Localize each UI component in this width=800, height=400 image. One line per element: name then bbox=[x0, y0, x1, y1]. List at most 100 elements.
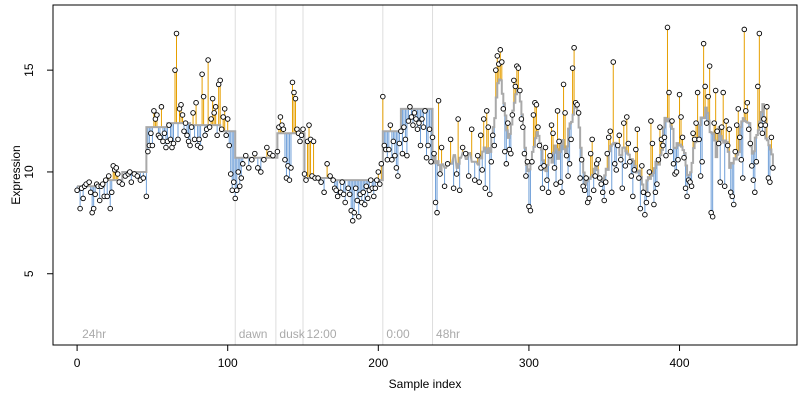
data-point bbox=[612, 161, 618, 167]
data-point bbox=[224, 116, 231, 122]
data-point bbox=[702, 83, 708, 90]
data-point bbox=[649, 140, 656, 147]
data-point bbox=[301, 171, 308, 177]
data-point bbox=[752, 189, 758, 196]
data-point bbox=[533, 102, 540, 108]
data-point bbox=[416, 120, 422, 126]
data-point bbox=[330, 177, 336, 183]
data-point bbox=[340, 191, 347, 198]
data-point bbox=[182, 120, 189, 126]
data-point bbox=[425, 142, 431, 149]
data-point bbox=[209, 95, 216, 102]
data-point bbox=[640, 189, 647, 196]
data-point bbox=[438, 144, 445, 151]
data-point bbox=[455, 116, 461, 122]
data-point bbox=[227, 171, 234, 177]
data-point bbox=[590, 187, 597, 194]
data-point bbox=[286, 177, 293, 183]
data-point bbox=[615, 142, 621, 149]
data-point bbox=[105, 173, 112, 179]
data-point bbox=[554, 108, 561, 114]
data-point bbox=[511, 77, 517, 84]
data-point bbox=[178, 102, 184, 108]
data-point bbox=[645, 191, 651, 198]
data-point bbox=[667, 148, 674, 155]
data-point bbox=[474, 152, 481, 159]
data-point bbox=[220, 114, 226, 120]
x-tick-label: 300 bbox=[519, 356, 539, 370]
data-point bbox=[675, 156, 681, 163]
data-point bbox=[354, 197, 360, 204]
data-point bbox=[306, 122, 312, 128]
data-point bbox=[691, 136, 698, 143]
data-point bbox=[292, 95, 299, 102]
time-dividers bbox=[234, 5, 434, 345]
data-point bbox=[374, 177, 380, 183]
data-point bbox=[375, 169, 382, 175]
data-point bbox=[258, 169, 264, 175]
data-point bbox=[563, 152, 570, 159]
data-point bbox=[282, 156, 288, 163]
data-point bbox=[274, 148, 281, 155]
data-point bbox=[390, 138, 397, 145]
data-point bbox=[399, 150, 406, 157]
data-point bbox=[485, 124, 492, 130]
data-point bbox=[503, 161, 510, 167]
data-point bbox=[633, 146, 639, 153]
data-point bbox=[770, 165, 776, 171]
data-point bbox=[646, 169, 653, 175]
data-point bbox=[723, 118, 729, 124]
data-point bbox=[389, 156, 395, 163]
data-point bbox=[490, 132, 496, 139]
data-point bbox=[362, 201, 368, 208]
data-point bbox=[384, 156, 391, 163]
data-point bbox=[642, 211, 648, 218]
data-point bbox=[499, 59, 505, 65]
data-point bbox=[700, 40, 707, 47]
data-point bbox=[628, 173, 635, 179]
data-point bbox=[569, 65, 576, 71]
data-point bbox=[509, 112, 516, 118]
data-point bbox=[160, 138, 166, 145]
data-point bbox=[542, 144, 549, 151]
data-point bbox=[315, 175, 321, 181]
data-point bbox=[550, 130, 556, 137]
annotation-label: 0:00 bbox=[386, 327, 410, 341]
data-point bbox=[697, 173, 704, 179]
data-point bbox=[200, 93, 207, 100]
data-point bbox=[625, 140, 632, 147]
data-point bbox=[688, 183, 695, 189]
annotation-label: dawn bbox=[239, 327, 268, 341]
data-point bbox=[217, 77, 223, 84]
data-point bbox=[705, 93, 711, 100]
data-point bbox=[631, 167, 638, 173]
data-point bbox=[560, 81, 567, 88]
data-point bbox=[175, 136, 181, 143]
data-point bbox=[657, 124, 663, 130]
data-point bbox=[365, 195, 371, 202]
data-point bbox=[462, 150, 469, 157]
data-point bbox=[521, 150, 528, 157]
data-point bbox=[676, 91, 683, 98]
data-point bbox=[553, 181, 559, 187]
data-point bbox=[577, 175, 583, 181]
data-point bbox=[318, 179, 324, 185]
data-point bbox=[249, 156, 255, 163]
data-point bbox=[477, 132, 484, 139]
data-point bbox=[622, 163, 629, 169]
x-tick-label: 200 bbox=[368, 356, 388, 370]
annotation-label: 48hr bbox=[436, 327, 460, 341]
data-point bbox=[557, 179, 564, 185]
data-point bbox=[334, 193, 341, 200]
data-point bbox=[682, 185, 689, 191]
data-point bbox=[711, 120, 717, 126]
data-point bbox=[255, 165, 261, 171]
data-point bbox=[378, 161, 385, 167]
data-point bbox=[423, 154, 430, 161]
data-point bbox=[404, 152, 410, 159]
data-point bbox=[90, 205, 97, 212]
data-point bbox=[527, 207, 534, 214]
data-point bbox=[746, 126, 752, 132]
data-point bbox=[119, 181, 126, 187]
